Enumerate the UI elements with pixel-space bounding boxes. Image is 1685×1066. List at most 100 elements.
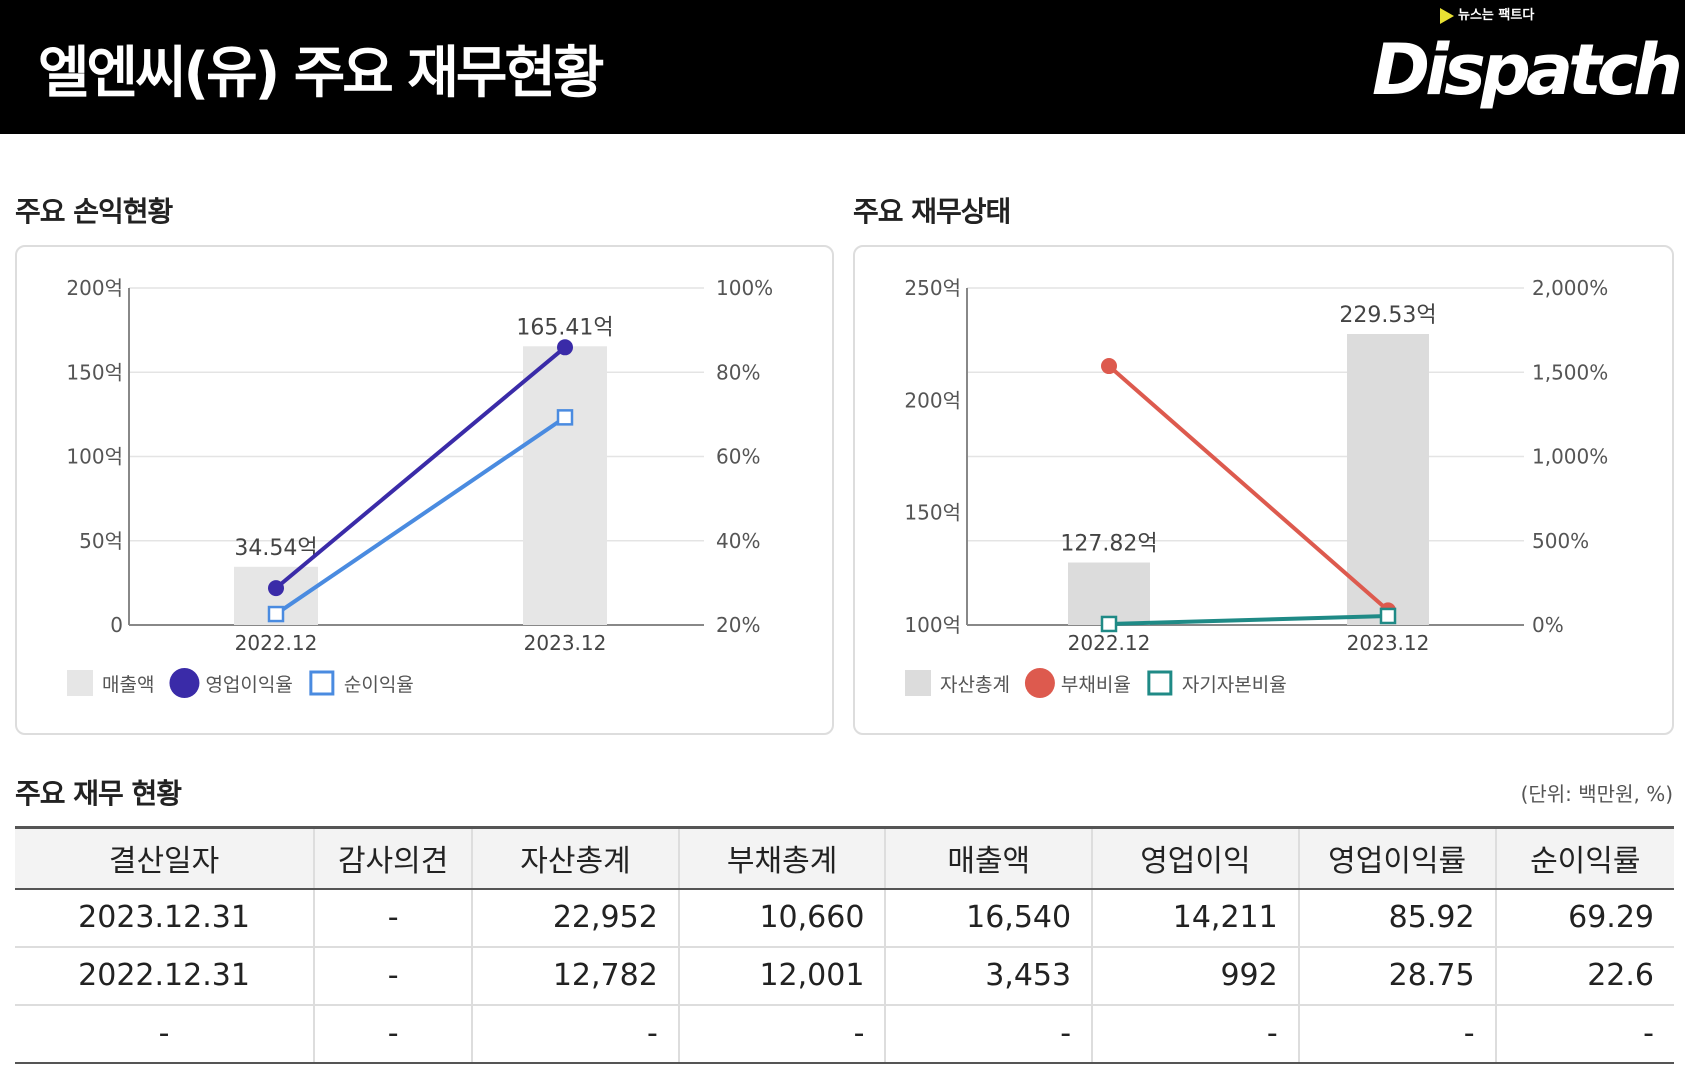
table-cell: 16,540 xyxy=(885,888,1094,948)
table-cell: 69.29 xyxy=(1495,888,1674,948)
legend-swatch xyxy=(905,670,931,696)
column-header: 영업이익률 xyxy=(1298,826,1497,890)
line-영업이익율 xyxy=(274,345,567,590)
table-cell: 28.75 xyxy=(1298,946,1497,1006)
table-row: 2023.12.31-22,952 10,660 16,540 14,211 85.92… xyxy=(15,888,1674,948)
legend-swatch xyxy=(169,668,200,698)
left-axis-tick: 100억 xyxy=(66,445,123,469)
x-axis-tick: 2022.12 xyxy=(235,631,318,655)
legend-label: 자기자본비율 xyxy=(1182,674,1287,696)
table-title: 주요 재무 현황 xyxy=(15,777,182,810)
right-axis-tick: 0% xyxy=(1532,613,1564,637)
x-axis-tick: 2022.12 xyxy=(1068,631,1151,655)
table-cell: - xyxy=(678,1004,887,1064)
x-axis-tick: 2023.12 xyxy=(524,631,607,655)
table-cell: - xyxy=(314,888,474,948)
bar-data-label: 229.53억 xyxy=(1339,303,1436,328)
charts-svg: 20% 40% 60% 80% 100% 0 50억 100억 150억 200억 34.54억 16… xyxy=(66,276,1608,698)
point-marker xyxy=(267,605,285,623)
point-marker xyxy=(557,339,573,356)
legend-label: 자산총계 xyxy=(940,674,1010,696)
bar-data-label: 165.41억 xyxy=(516,315,613,340)
right-axis-tick: 20% xyxy=(716,613,760,637)
table-cell: 22,952 xyxy=(472,888,680,948)
bar-자산총계 xyxy=(1347,333,1429,625)
table-cell: - xyxy=(314,946,474,1006)
column-header: 자산총계 xyxy=(472,826,680,890)
table-cell: - xyxy=(15,1004,316,1064)
left-axis-tick: 250억 xyxy=(904,276,961,300)
legend-swatch xyxy=(67,670,93,696)
table-cell: 2022.12.31 xyxy=(15,946,316,1006)
table-cell: 85.92 xyxy=(1298,888,1497,948)
bar-매출액 xyxy=(523,346,607,625)
x-axis-tick: 2023.12 xyxy=(1347,631,1430,655)
column-header: 매출액 xyxy=(885,826,1094,890)
left-axis-tick: 200억 xyxy=(66,276,123,300)
legend-swatch xyxy=(1024,668,1055,698)
table-cell: 2023.12.31 xyxy=(15,888,316,948)
logo-tagline: 뉴스는 팩트다 xyxy=(1458,8,1535,23)
point-marker xyxy=(1379,607,1397,625)
table-cell: - xyxy=(314,1004,474,1064)
income-chart-card xyxy=(15,245,834,735)
table-cell: - xyxy=(1495,1004,1674,1064)
table-cell: 992 xyxy=(1092,946,1300,1006)
table-cell: 3,453 xyxy=(885,946,1094,1006)
point-marker xyxy=(1100,615,1118,633)
right-axis-tick: 1,500% xyxy=(1532,360,1608,384)
left-axis-tick: 0 xyxy=(110,613,123,637)
table-cell: - xyxy=(1298,1004,1497,1064)
line-순이익율 xyxy=(274,415,567,616)
legend-label: 순이익율 xyxy=(344,674,414,696)
column-header: 순이익률 xyxy=(1495,826,1674,890)
legend-label: 영업이익율 xyxy=(205,674,292,696)
table-cell: 12,001 xyxy=(678,946,887,1006)
legend-label: 매출액 xyxy=(102,674,154,696)
unit-note: (단위: 백만원, %) xyxy=(1520,782,1673,806)
table-cell: 12,782 xyxy=(472,946,680,1006)
table-cell: 14,211 xyxy=(1092,888,1300,948)
left-axis-tick: 200억 xyxy=(904,388,961,412)
legend-swatch xyxy=(1147,670,1173,696)
bar-자산총계 xyxy=(1068,562,1150,625)
point-marker xyxy=(556,409,574,426)
right-axis-tick: 2,000% xyxy=(1532,276,1608,300)
column-header: 영업이익 xyxy=(1092,826,1300,890)
right-axis-tick: 80% xyxy=(716,360,760,384)
line-부채비율 xyxy=(1107,364,1390,612)
column-header: 부채총계 xyxy=(678,826,887,890)
income-chart-title: 주요 손익현황 xyxy=(15,195,173,228)
table-cell: - xyxy=(472,1004,680,1064)
logo-triangle-icon xyxy=(1440,8,1454,24)
table-cell: - xyxy=(885,1004,1094,1064)
point-marker xyxy=(1101,358,1117,375)
dispatch-logo: Dispatch xyxy=(1372,29,1683,111)
balance-chart-card xyxy=(853,245,1674,735)
balance-chart-title: 주요 재무상태 xyxy=(853,195,1011,228)
right-axis-tick: 100% xyxy=(716,276,773,300)
right-axis-tick: 40% xyxy=(716,529,760,553)
legend-label: 부채비율 xyxy=(1061,674,1131,696)
bar-data-label: 34.54억 xyxy=(234,536,317,561)
table-row: 2022.12.31-12,782 12,001 3,453 992 28.75 22.6 xyxy=(15,946,1674,1006)
legend-swatch xyxy=(309,670,335,696)
right-axis-tick: 500% xyxy=(1532,529,1589,553)
page-title: 엘엔씨(유) 주요 재무현황 xyxy=(38,41,604,106)
left-axis-tick: 50억 xyxy=(79,529,123,553)
bar-data-label: 127.82억 xyxy=(1060,531,1157,556)
financial-table: 결산일자 감사의견 자산총계 부채총계 매출액 영업이익 영업이익률 순이익률 2023.12… xyxy=(15,826,1674,1064)
header-bar: 엘엔씨(유) 주요 재무현황 Dispatch 뉴스는 팩트다 xyxy=(0,0,1685,134)
right-axis-tick: 1,000% xyxy=(1532,445,1608,469)
left-axis-tick: 100억 xyxy=(904,613,961,637)
column-header: 결산일자 xyxy=(15,826,316,890)
left-axis-tick: 150억 xyxy=(904,501,961,525)
left-axis-tick: 150억 xyxy=(66,360,123,384)
right-axis-tick: 60% xyxy=(716,445,760,469)
table-cell: - xyxy=(1092,1004,1300,1064)
table-cell: 10,660 xyxy=(678,888,887,948)
table-cell: 22.6 xyxy=(1495,946,1674,1006)
point-marker xyxy=(268,580,284,597)
table-row: -------- xyxy=(15,1004,1674,1064)
line-자기자본비율 xyxy=(1108,613,1389,626)
